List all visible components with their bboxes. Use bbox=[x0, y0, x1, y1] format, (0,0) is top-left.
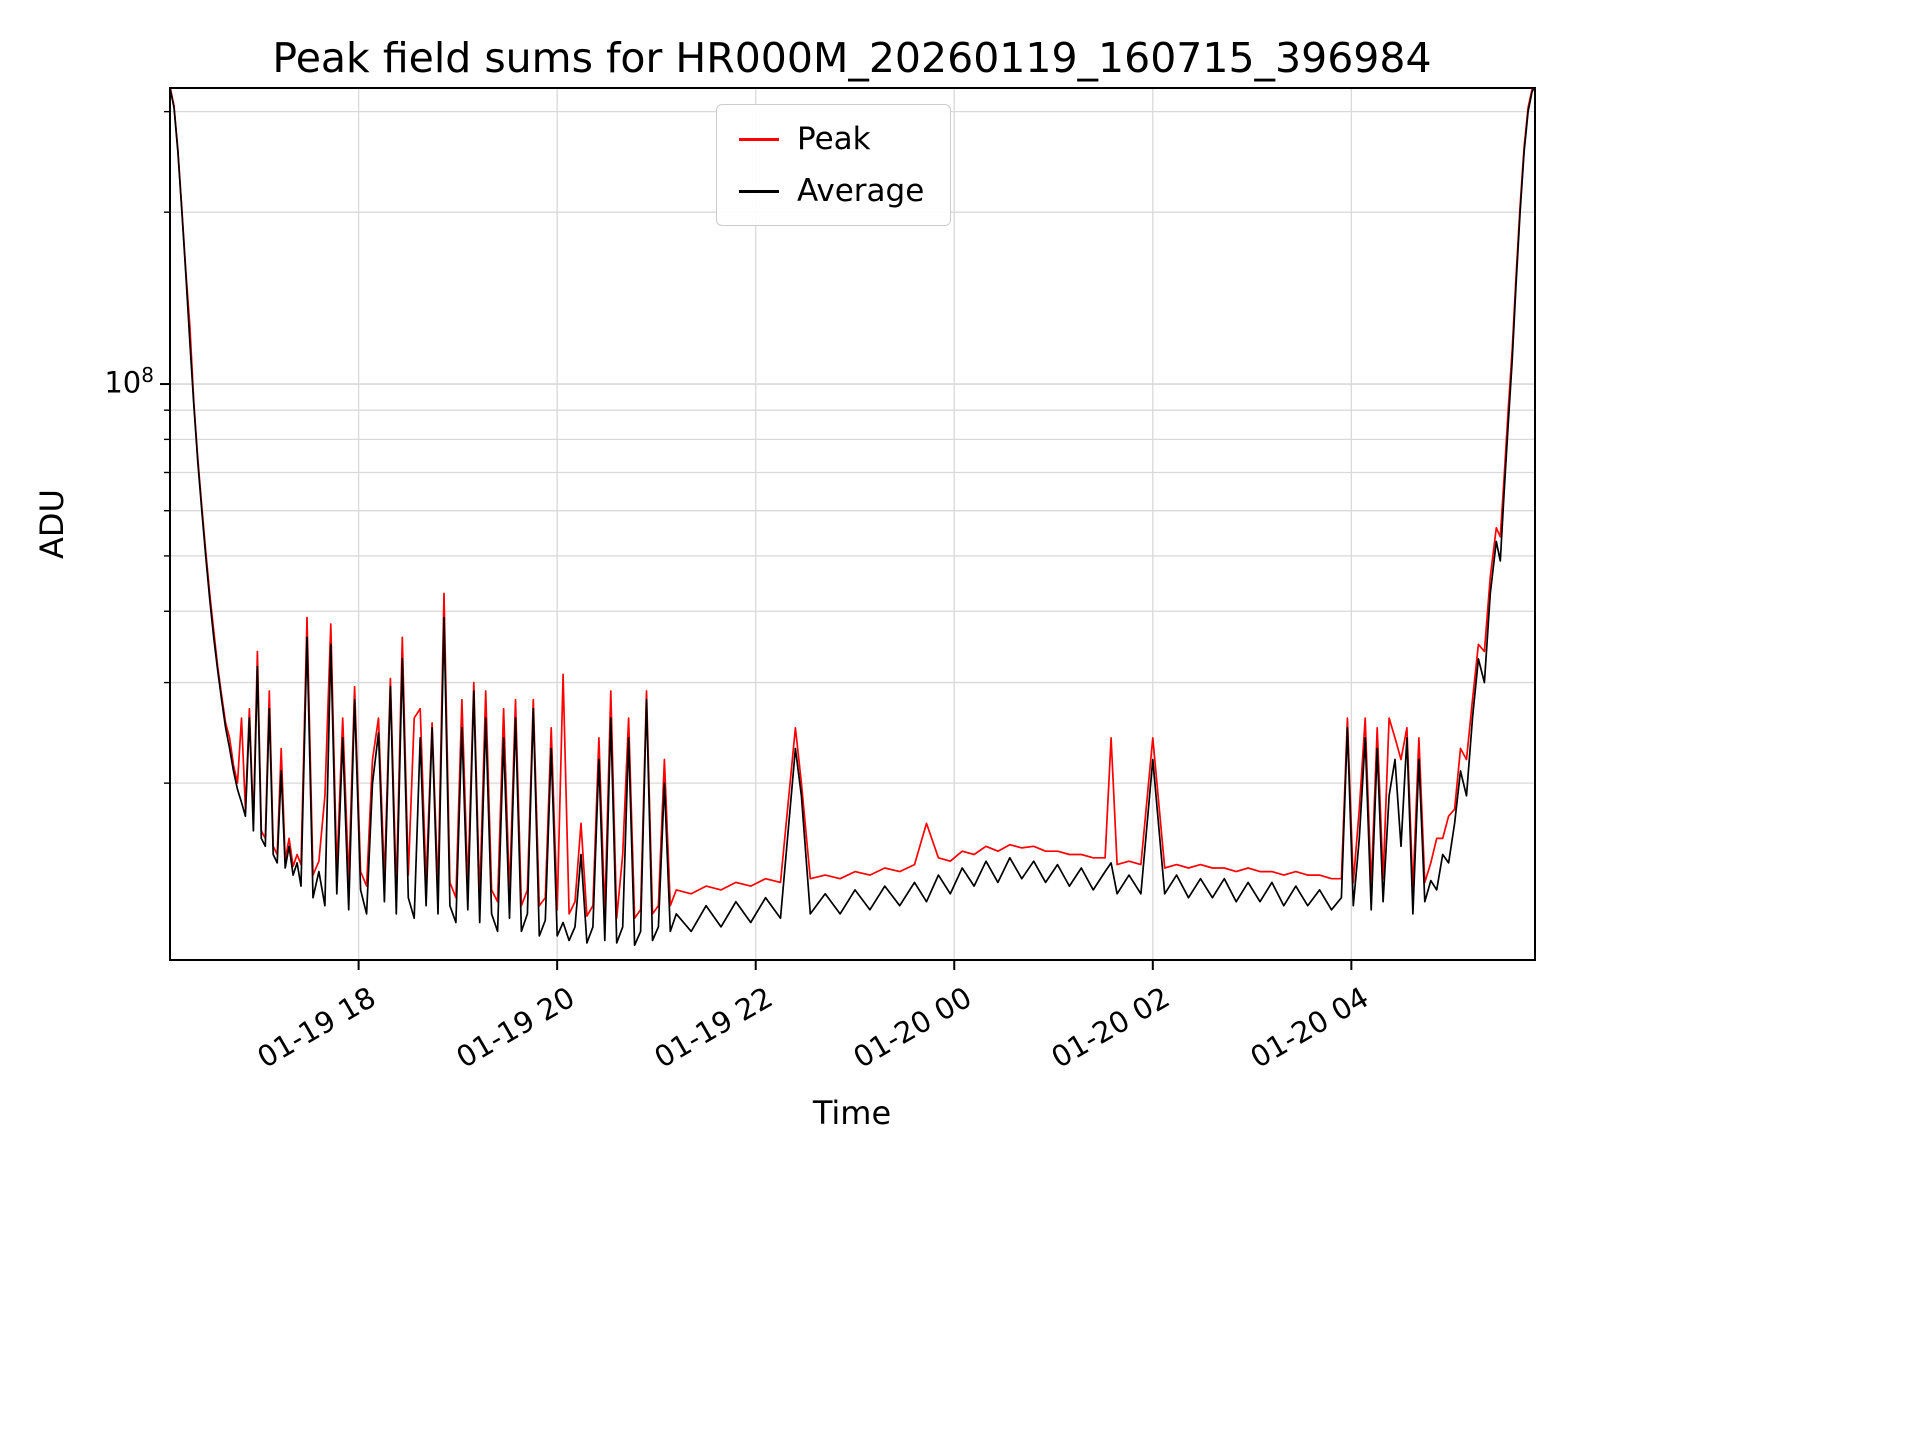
y-axis-label: ADU bbox=[33, 489, 71, 559]
y-tick-exponent: 8 bbox=[141, 363, 154, 388]
average-line-swatch bbox=[739, 189, 779, 193]
legend-item-peak: Peak bbox=[739, 121, 924, 157]
average-series-line bbox=[170, 88, 1535, 947]
x-axis-label: Time bbox=[812, 1094, 892, 1132]
legend-item-average: Average bbox=[739, 173, 924, 209]
legend: Peak Average bbox=[716, 104, 952, 226]
y-tick-base: 10 bbox=[104, 365, 142, 400]
y-tick-label: 108 bbox=[34, 363, 154, 400]
chart-title: Peak field sums for HR000M_20260119_1607… bbox=[272, 34, 1432, 82]
peak-line-swatch bbox=[739, 137, 779, 141]
legend-label-peak: Peak bbox=[797, 121, 871, 157]
axes-spines bbox=[169, 87, 1536, 961]
legend-label-average: Average bbox=[797, 173, 925, 209]
